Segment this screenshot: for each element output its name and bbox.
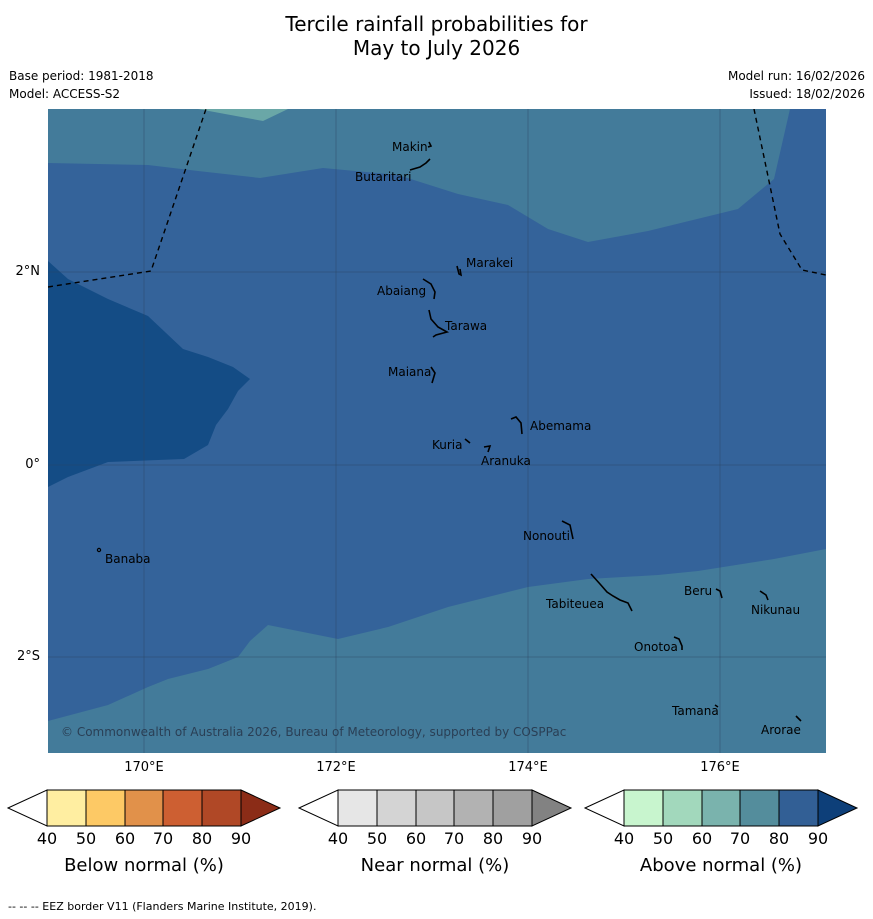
place-label-makin: Makin [392,140,428,154]
colorbar-below-tick-50: 50 [76,829,96,848]
colorbar-below-normal: 40 50 60 70 80 90 Below normal (%) [6,789,282,876]
colorbar-near-tick-70: 70 [444,829,464,848]
colorbar-near-max-arrow [531,789,573,827]
lat-label-2n: 2°N [15,264,41,279]
colorbar-above-label: Above normal (%) [640,855,802,876]
colorbar-near-tick-50: 50 [367,829,387,848]
title-line-1: Tercile rainfall probabilities for [285,12,588,36]
lon-label-172e: 172°E [316,760,356,775]
colorbar-near-svg: 40 50 60 70 80 90 Near normal (%) [297,789,573,876]
model-run: Model run: 16/02/2026 [727,69,865,83]
banaba-island [96,547,102,553]
colorbar-above-max-arrow [817,789,859,827]
colorbar-above-svg: 40 50 60 70 80 90 Above normal (%) [583,789,859,876]
place-label-tarawa: Tarawa [444,319,487,333]
meta-right: Model run: 16/02/2026 Issued: 18/02/2026 [728,67,865,103]
meta-left: Base period: 1981-2018 Model: ACCESS-S2 [9,67,154,103]
model-name: Model: ACCESS-S2 [9,87,121,101]
place-label-banaba: Banaba [105,552,151,566]
colorbar-above-seg-60-70 [701,789,741,827]
colorbar-above-tick-60: 60 [692,829,712,848]
place-labels: Makin Butaritari Marakei Abaiang Tarawa … [105,140,801,737]
colorbar-below-label: Below normal (%) [64,855,224,876]
place-label-tamana: Tamana [671,704,719,718]
colorbar-below-tick-70: 70 [153,829,173,848]
place-label-nikunau: Nikunau [751,603,800,617]
place-label-arorae: Arorae [761,723,801,737]
colorbar-below-tick-90: 90 [231,829,251,848]
place-label-nonouti: Nonouti [523,529,570,543]
zone-50-60 [48,109,288,121]
colorbar-below-max-arrow [240,789,282,827]
place-label-abaiang: Abaiang [377,284,426,298]
colorbar-near-normal: 40 50 60 70 80 90 Near normal (%) [297,789,573,876]
colorbar-above-min-arrow [583,789,625,827]
probability-map: Makin Butaritari Marakei Abaiang Tarawa … [48,109,826,753]
colorbar-near-tick-90: 90 [522,829,542,848]
graticule [48,109,826,753]
colorbar-near-seg-80-90 [492,789,533,827]
colorbar-near-tick-80: 80 [483,829,503,848]
eez-border [48,109,826,288]
colorbar-above-tick-70: 70 [730,829,750,848]
place-label-kuria: Kuria [432,438,463,452]
colorbar-above-seg-70-80 [739,789,780,827]
colorbar-below-seg-80-90 [201,789,242,827]
map-canvas: Makin Butaritari Marakei Abaiang Tarawa … [48,109,826,753]
colorbar-above-normal: 40 50 60 70 80 90 Above normal (%) [583,789,859,876]
colorbar-below-seg-50-60 [85,789,126,827]
place-label-aranuka: Aranuka [481,454,531,468]
lon-label-170e: 170°E [124,760,164,775]
island-outlines [409,141,802,722]
colorbar-below-seg-40-50 [46,789,87,827]
zone-70-80 [48,109,826,721]
lat-label-2s: 2°S [16,649,40,664]
colorbar-near-min-arrow [297,789,339,827]
colorbar-below-seg-60-70 [124,789,164,827]
colorbar-near-tick-40: 40 [328,829,348,848]
colorbar-above-tick-40: 40 [614,829,634,848]
place-label-marakei: Marakei [466,256,513,270]
place-label-beru: Beru [684,584,712,598]
place-label-maiana: Maiana [388,365,431,379]
colorbar-above-tick-90: 90 [808,829,828,848]
colorbar-above-seg-50-60 [662,789,703,827]
lon-label-174e: 174°E [508,760,548,775]
colorbar-above-tick-80: 80 [769,829,789,848]
colorbar-above-tick-50: 50 [653,829,673,848]
base-period: Base period: 1981-2018 [9,69,154,83]
colorbar-below-min-arrow [6,789,48,827]
colorbar-above-seg-80-90 [778,789,819,827]
place-label-onotoa: Onotoa [634,640,678,654]
map-title: Tercile rainfall probabilities for May t… [0,12,873,60]
lon-label-176e: 176°E [700,760,740,775]
zone-80-90 [48,261,250,487]
colorbar-below-tick-40: 40 [37,829,57,848]
colorbar-below-seg-70-80 [162,789,203,827]
colorbar-below-tick-60: 60 [115,829,135,848]
title-line-2: May to July 2026 [352,36,521,60]
colorbar-below-svg: 40 50 60 70 80 90 Below normal (%) [6,789,282,876]
lat-label-0: 0° [25,457,40,472]
issued-date: Issued: 18/02/2026 [749,87,865,101]
colorbar-above-seg-40-50 [623,789,664,827]
colorbar-near-seg-50-60 [376,789,417,827]
eez-footnote: -- -- -- EEZ border V11 (Flanders Marine… [8,900,317,913]
copyright-notice: © Commonwealth of Australia 2026, Bureau… [61,725,566,739]
colorbar-below-tick-80: 80 [192,829,212,848]
place-label-abemama: Abemama [530,419,591,433]
place-label-butaritari: Butaritari [355,170,412,184]
colorbar-near-seg-70-80 [453,789,494,827]
colorbar-near-seg-40-50 [337,789,378,827]
place-label-tabiteuea: Tabiteuea [545,597,604,611]
colorbar-near-label: Near normal (%) [361,855,510,876]
colorbar-near-tick-60: 60 [406,829,426,848]
colorbar-near-seg-60-70 [415,789,455,827]
